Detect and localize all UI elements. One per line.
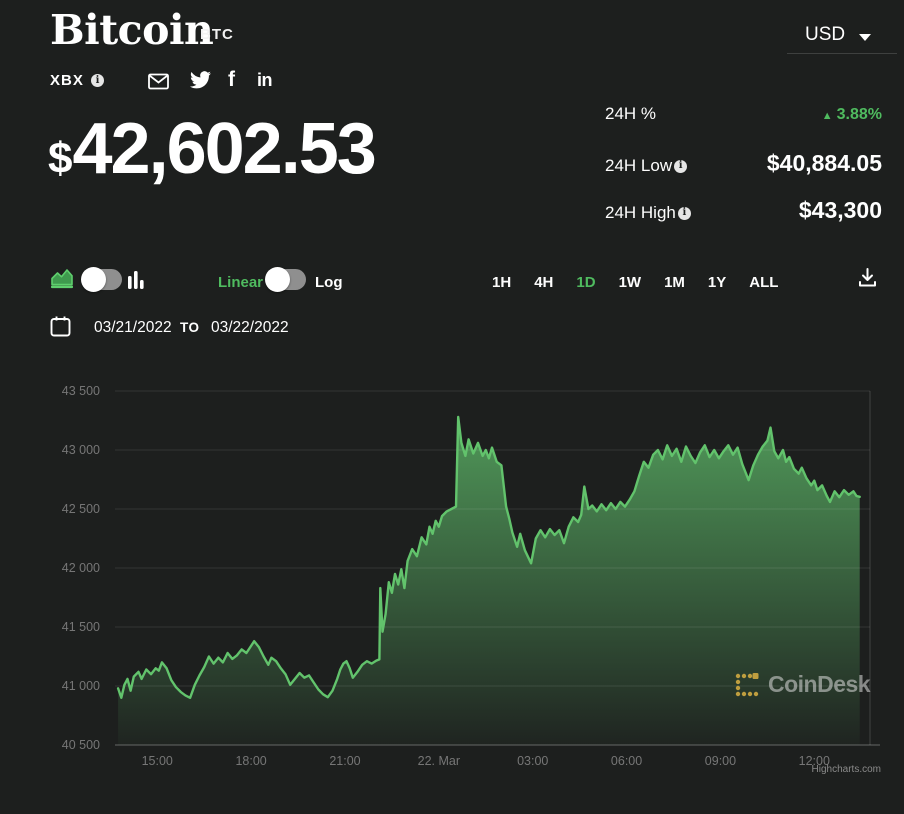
x-axis-label: 15:00 [142,754,173,768]
price-line-series [116,415,861,699]
time-range-selector: 1H 4H 1D 1W 1M 1Y ALL [492,274,778,291]
download-icon[interactable] [856,266,879,294]
x-axis-label: 21:00 [329,754,360,768]
date-from-input[interactable]: 03/21/2022 [94,319,172,336]
stat-24h-low: 24H Low i $40,884.05 [605,150,882,177]
price-chart[interactable]: 40 500 41 000 41 500 42 000 42 500 43 000 43 5… [0,375,904,790]
currency-dropdown[interactable]: USD [787,20,897,54]
chart-type-toggle[interactable] [81,267,122,292]
x-axis-label: 22. Mar [418,754,460,768]
twitter-icon[interactable] [190,71,211,94]
bar-chart-type-icon[interactable] [128,271,144,294]
y-axis-label: 42 000 [62,561,100,575]
stat-24h-low-label: 24H Low i [605,156,688,176]
area-fill [118,417,860,745]
calendar-icon[interactable] [50,315,71,342]
stat-24h-low-text: 24H Low [605,156,673,175]
area-chart-type-icon[interactable] [50,266,74,294]
price-amount: 42,602.53 [72,109,376,189]
currency-selected-value: USD [805,24,846,45]
x-axis-label: 12:00 [799,754,830,768]
scale-toggle-knob[interactable] [265,267,290,292]
range-1h-button[interactable]: 1H [492,274,512,291]
info-icon[interactable]: i [677,206,691,220]
range-1y-button[interactable]: 1Y [707,274,727,291]
coin-symbol: BTC [200,26,234,43]
x-axis-label: 06:00 [611,754,642,768]
stat-24h-high: 24H High i $43,300 [605,197,882,224]
range-all-button[interactable]: ALL [749,274,779,291]
scale-toggle[interactable] [265,267,306,292]
range-1w-button[interactable]: 1W [618,274,642,291]
highcharts-credit[interactable]: Highcharts.com [811,764,881,775]
y-axis-label: 40 500 [62,738,100,752]
stat-24h-change-number: 3.88% [836,106,882,123]
info-icon[interactable]: i [91,74,104,87]
date-to-input[interactable]: 03/22/2022 [211,319,289,336]
y-axis-label: 42 500 [62,502,100,516]
stat-24h-high-value: $43,300 [798,197,882,223]
stat-24h-low-value: $40,884.05 [766,150,882,176]
y-axis-label: 43 000 [62,443,100,457]
stat-24h-high-text: 24H High [605,203,676,222]
range-4h-button[interactable]: 4H [534,274,554,291]
range-1d-button[interactable]: 1D [576,274,596,291]
stat-24h-change-label: 24H % [605,104,657,123]
up-triangle-icon: ▲ [821,110,833,122]
linkedin-icon[interactable]: in [257,70,273,90]
x-axis-label: 03:00 [517,754,548,768]
stat-24h-change: 24H % ▲ 3.88% [605,104,882,124]
scale-linear-button[interactable]: Linear [218,274,264,291]
date-range-to-label: TO [180,320,200,335]
currency-symbol: $ [48,134,73,183]
range-1m-button[interactable]: 1M [664,274,685,291]
current-price: $42,602.53 [48,108,377,190]
stat-24h-change-value: ▲ 3.88% [822,106,882,124]
y-axis-label: 41 000 [62,679,100,693]
x-axis-label: 09:00 [705,754,736,768]
chevron-down-icon [859,34,871,41]
y-axis-label: 43 500 [62,384,100,398]
index-code-label: XBX [50,72,84,89]
x-axis-label: 18:00 [235,754,266,768]
page-title: Bitcoin [50,6,214,54]
stat-24h-high-label: 24H High i [605,203,691,223]
info-icon[interactable]: i [674,159,688,173]
scale-log-button[interactable]: Log [315,274,343,291]
facebook-icon[interactable]: f [228,68,235,91]
y-axis-label: 41 500 [62,620,100,634]
price-chart-svg: 40 500 41 000 41 500 42 000 42 500 43 000 43 5… [62,384,880,768]
chart-type-toggle-knob[interactable] [81,267,106,292]
email-icon[interactable] [148,73,169,95]
